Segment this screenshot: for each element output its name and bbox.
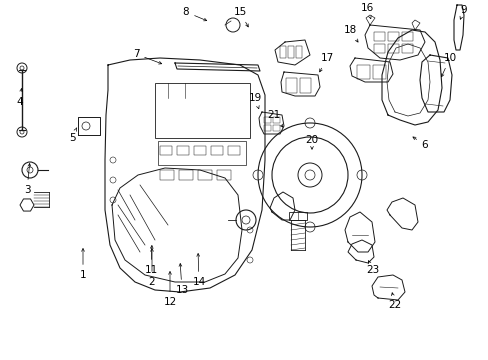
Text: 1: 1 xyxy=(80,248,86,280)
Text: 15: 15 xyxy=(233,7,248,27)
Text: 12: 12 xyxy=(163,271,176,307)
Bar xyxy=(158,141,245,165)
Bar xyxy=(210,146,223,155)
Text: 14: 14 xyxy=(192,253,205,287)
Bar xyxy=(372,65,385,79)
Bar xyxy=(387,32,398,41)
Text: 13: 13 xyxy=(175,264,188,295)
Bar xyxy=(401,32,412,41)
Bar xyxy=(272,117,280,123)
Bar xyxy=(198,170,212,180)
Bar xyxy=(264,125,270,131)
Bar xyxy=(287,46,293,58)
Text: 6: 6 xyxy=(412,137,427,150)
Bar xyxy=(160,170,174,180)
Text: 9: 9 xyxy=(459,5,467,19)
Bar xyxy=(160,146,172,155)
Text: 20: 20 xyxy=(305,135,318,149)
Text: 22: 22 xyxy=(387,293,401,310)
Text: 2: 2 xyxy=(148,248,155,287)
Text: 16: 16 xyxy=(360,3,373,19)
Bar xyxy=(373,44,384,53)
Bar xyxy=(217,170,230,180)
Bar xyxy=(264,117,270,123)
Bar xyxy=(177,146,189,155)
Text: 5: 5 xyxy=(68,128,77,143)
Bar xyxy=(280,46,285,58)
Text: 21: 21 xyxy=(267,110,283,127)
Text: 8: 8 xyxy=(183,7,206,21)
Text: 18: 18 xyxy=(343,25,357,42)
Bar xyxy=(285,78,296,93)
Bar xyxy=(179,170,193,180)
Bar xyxy=(295,46,302,58)
Bar xyxy=(356,65,369,79)
Text: 11: 11 xyxy=(144,246,157,275)
Text: 3: 3 xyxy=(23,163,31,195)
Bar xyxy=(288,212,306,220)
Bar xyxy=(272,125,280,131)
Bar xyxy=(194,146,205,155)
Text: 10: 10 xyxy=(441,53,456,77)
Text: 17: 17 xyxy=(319,53,333,72)
Text: 4: 4 xyxy=(17,89,23,107)
Bar xyxy=(227,146,240,155)
Bar xyxy=(401,44,412,53)
Bar xyxy=(155,83,249,138)
Text: 7: 7 xyxy=(132,49,162,64)
Bar xyxy=(373,32,384,41)
Text: 23: 23 xyxy=(366,261,379,275)
Bar xyxy=(387,44,398,53)
Text: 19: 19 xyxy=(248,93,261,109)
Bar xyxy=(299,78,310,93)
